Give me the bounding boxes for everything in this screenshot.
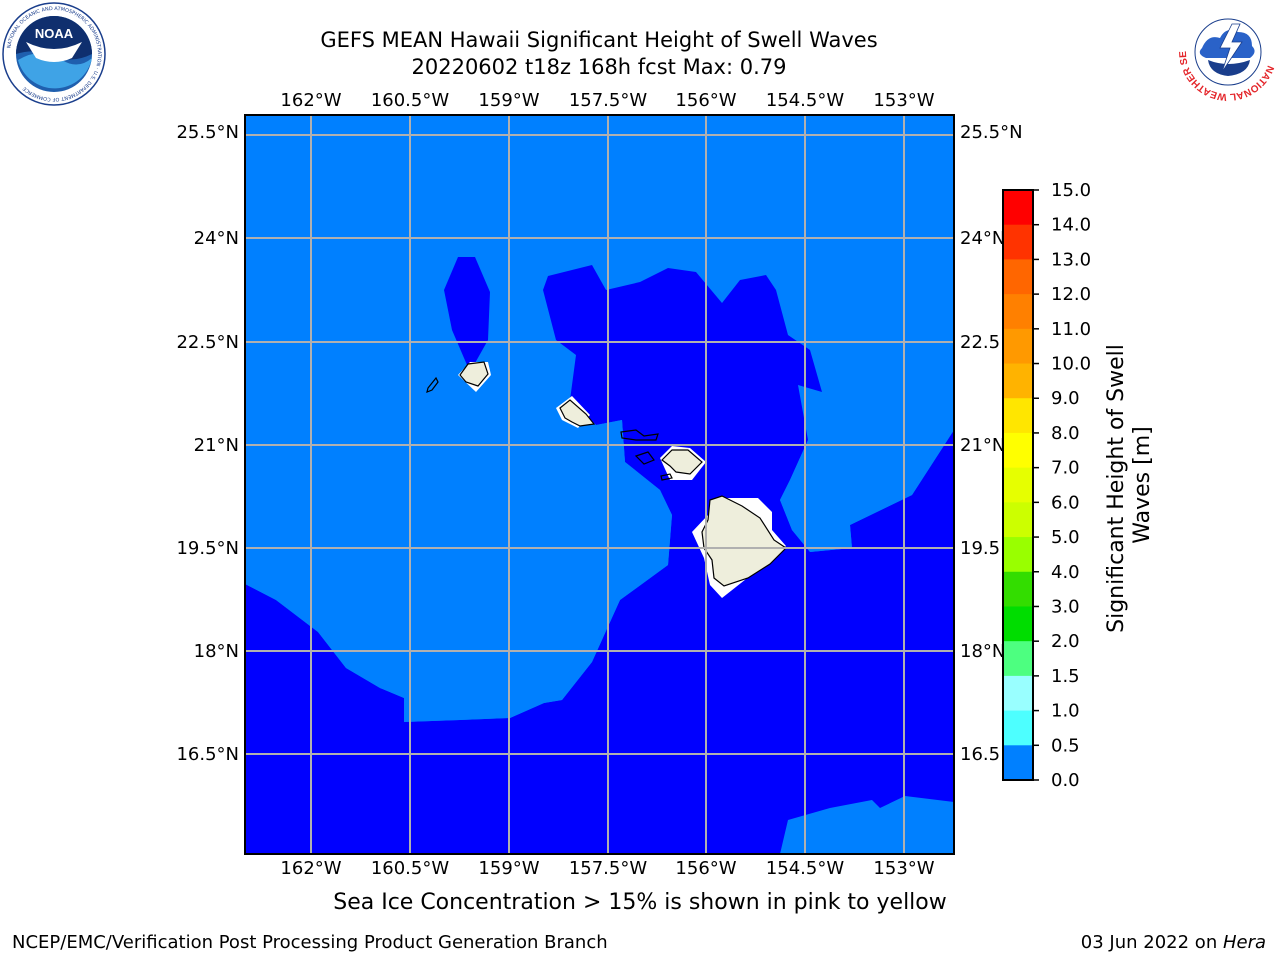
lon-label-bottom: 156°W xyxy=(675,858,736,879)
colorbar-segment xyxy=(1003,745,1033,781)
lat-label-right: 22.5 xyxy=(960,332,1000,353)
colorbar-tick-label: 6.0 xyxy=(1051,492,1080,513)
colorbar-frame xyxy=(1002,189,1034,781)
host-name: Hera xyxy=(1222,932,1266,953)
swell-field-0.5-1.0-south xyxy=(245,400,672,722)
colorbar-label-line1: Significant Height of Swell xyxy=(1104,344,1129,633)
nws-logo: NATIONAL WEATHER SERVICE xyxy=(1178,2,1277,102)
colorbar-segment xyxy=(1003,502,1033,538)
lon-label-top: 157.5°W xyxy=(569,90,648,111)
lon-label-bottom: 153°W xyxy=(873,858,934,879)
swell-field-0.5-1.0-east xyxy=(780,115,954,552)
colorbar-tick-label: 15.0 xyxy=(1051,180,1091,201)
colorbar-segment xyxy=(1003,571,1033,607)
lat-label-right: 24°N xyxy=(960,228,1005,249)
colorbar-label-line2: Waves [m] xyxy=(1130,426,1155,543)
colorbar-segment xyxy=(1003,363,1033,399)
lon-label-bottom: 154.5°W xyxy=(766,858,845,879)
colorbar-tick-label: 5.0 xyxy=(1051,527,1080,548)
colorbar-ticks: 15.0 14.0 13.0 12.0 11.0 10.0 9.0 8.0 7.0 6.0 5.0 4… xyxy=(1033,180,1091,791)
colorbar-segment xyxy=(1003,190,1033,226)
lat-label-right: 25.5°N xyxy=(960,122,1023,143)
colorbar-segment xyxy=(1003,259,1033,295)
sea-ice-note: Sea Ice Concentration > 15% is shown in … xyxy=(333,890,947,915)
colorbar-tick-label: 0.5 xyxy=(1051,735,1080,756)
island-maui xyxy=(661,449,703,475)
lat-label-right: 21°N xyxy=(960,435,1005,456)
credit-line: NCEP/EMC/Verification Post Processing Pr… xyxy=(12,932,608,953)
colorbar-tick-label: 7.0 xyxy=(1051,458,1080,479)
swell-field-0-0.5-north xyxy=(444,257,490,372)
lon-label-bottom: 160.5°W xyxy=(371,858,450,879)
island-hawaii xyxy=(701,495,787,587)
colorbar-segment xyxy=(1003,328,1033,365)
lon-label-top: 154.5°W xyxy=(766,90,845,111)
colorbar-tick-label: 8.0 xyxy=(1051,423,1080,444)
lat-label-right: 16.5 xyxy=(960,744,1000,765)
map-grid xyxy=(245,115,954,854)
colorbar-segment xyxy=(1003,675,1033,712)
colorbar-tick-label: 9.0 xyxy=(1051,388,1080,409)
map-frame xyxy=(244,114,955,855)
lat-label-left: 16.5°N xyxy=(176,744,239,765)
colorbar-tick-label: 13.0 xyxy=(1051,249,1091,270)
colorbar-segment xyxy=(1003,710,1033,746)
lon-label-top: 159°W xyxy=(478,90,539,111)
island-oahu xyxy=(559,399,596,427)
lat-label-left: 21°N xyxy=(194,435,239,456)
lat-label-left: 25.5°N xyxy=(176,122,239,143)
swell-field-0.5-1.0-southeast xyxy=(780,796,954,854)
colorbar-segment xyxy=(1003,398,1033,434)
island-kahoolawe xyxy=(660,473,673,481)
lat-label-right: 18°N xyxy=(960,641,1005,662)
colorbar-segment xyxy=(1003,467,1033,503)
colorbar-segment xyxy=(1003,537,1033,573)
lon-label-bottom: 159°W xyxy=(478,858,539,879)
lon-label-top: 156°W xyxy=(675,90,736,111)
lat-label-right: 19.5 xyxy=(960,538,1000,559)
colorbar-tick-label: 0.0 xyxy=(1051,770,1080,791)
lat-label-left: 18°N xyxy=(194,641,239,662)
lat-label-left: 19.5°N xyxy=(176,538,239,559)
colorbar-tick-label: 3.0 xyxy=(1051,596,1080,617)
colorbar-segment xyxy=(1003,432,1033,469)
colorbar-segment xyxy=(1003,224,1033,260)
lon-label-top: 162°W xyxy=(280,90,341,111)
island-molokai xyxy=(620,429,659,441)
colorbar-tick-label: 14.0 xyxy=(1051,215,1091,236)
colorbar-tick-label: 2.0 xyxy=(1051,631,1080,652)
colorbar-tick-label: 4.0 xyxy=(1051,562,1080,583)
colorbar-segment xyxy=(1003,294,1033,330)
map-title: GEFS MEAN Hawaii Significant Height of S… xyxy=(320,28,878,52)
colorbar-tick-label: 12.0 xyxy=(1051,284,1091,305)
colorbar-tick-label: 1.5 xyxy=(1051,666,1080,687)
date-line: 03 Jun 2022 on Hera xyxy=(1081,932,1266,953)
lon-label-top: 160.5°W xyxy=(371,90,450,111)
colorbar-tick-label: 11.0 xyxy=(1051,319,1091,340)
colorbar-segment xyxy=(1003,606,1033,642)
colorbar-tick-label: 10.0 xyxy=(1051,354,1091,375)
lat-label-left: 22.5°N xyxy=(176,332,239,353)
noaa-logo: NOAA NATIONAL OCEANIC AND ATMOSPHERIC AD… xyxy=(2,2,106,106)
island-niihau xyxy=(426,376,439,393)
swell-field-0-0.5-central xyxy=(245,265,954,854)
lat-label-left: 24°N xyxy=(194,228,239,249)
lon-label-top: 153°W xyxy=(873,90,934,111)
lon-label-bottom: 157.5°W xyxy=(569,858,648,879)
colorbar-label: Significant Height of Swell Waves [m] xyxy=(1104,337,1155,633)
date-text: 03 Jun 2022 on xyxy=(1080,932,1223,953)
forecast-subtitle: 20220602 t18z 168h fcst Max: 0.79 xyxy=(411,55,787,79)
island-kauai xyxy=(459,361,489,387)
island-lanai xyxy=(634,451,655,465)
colorbar-segment xyxy=(1003,641,1033,677)
noaa-logo-text: NOAA xyxy=(35,26,74,41)
lon-label-bottom: 162°W xyxy=(280,858,341,879)
colorbar-tick-label: 1.0 xyxy=(1051,701,1080,722)
colorbar xyxy=(1002,189,1034,781)
